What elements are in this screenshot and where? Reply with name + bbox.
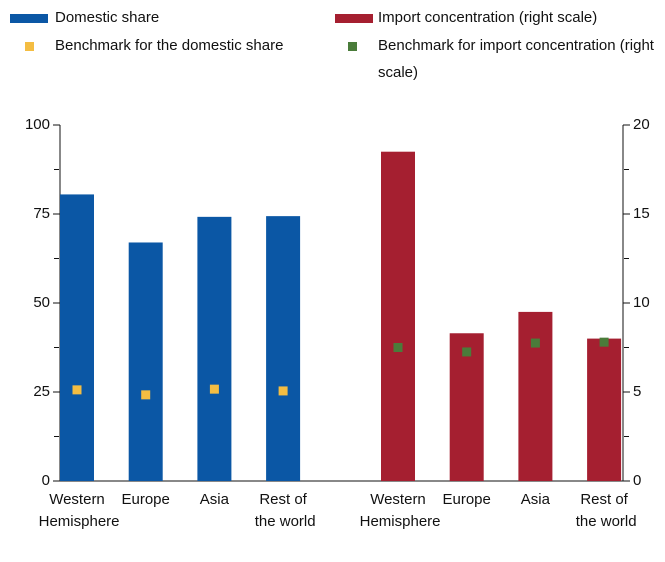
marker	[530, 338, 540, 348]
x-tick-label: Europe	[443, 491, 491, 508]
tick-label: 15	[633, 205, 650, 222]
x-tick-label: Asia	[200, 491, 230, 508]
bar	[518, 311, 553, 481]
legend-label: Domestic share	[55, 9, 160, 26]
legend-label: Import concentration (right scale)	[378, 9, 598, 26]
bar	[128, 242, 163, 481]
marker	[393, 343, 403, 352]
tick-label: 100	[25, 116, 50, 133]
x-tick-label: Rest of the world	[572, 491, 637, 530]
x-tick-label: Rest of the world	[251, 491, 316, 530]
bar	[587, 338, 622, 481]
x-tick-label: Europe	[122, 491, 170, 508]
bar	[197, 216, 232, 481]
tick-label: 20	[633, 116, 650, 133]
tick-label: 0	[633, 472, 641, 489]
bar	[381, 151, 415, 481]
marker	[278, 386, 288, 396]
marker	[209, 384, 219, 394]
bar	[60, 194, 94, 482]
tick-label: 25	[33, 383, 50, 400]
marker	[462, 347, 472, 357]
legend-label: Benchmark for the domestic share	[55, 37, 284, 54]
legend-swatch	[335, 14, 373, 23]
marker	[599, 337, 609, 347]
bar	[266, 216, 301, 482]
marker	[72, 385, 82, 395]
tick-label: 50	[33, 294, 50, 311]
legend-swatch	[25, 42, 34, 51]
tick-label: 5	[633, 383, 641, 400]
tick-label: 0	[42, 472, 50, 489]
marker	[141, 390, 151, 400]
legend-swatch	[10, 14, 48, 23]
legend-label: Benchmark for import concentration (righ…	[378, 37, 654, 81]
tick-label: 75	[33, 205, 50, 222]
tick-label: 10	[633, 294, 650, 311]
legend-swatch	[348, 42, 357, 51]
x-tick-label: Western Hemisphere	[355, 491, 440, 530]
x-tick-label: Western Hemisphere	[34, 491, 119, 530]
x-tick-label: Asia	[521, 491, 551, 508]
bar	[449, 333, 484, 481]
